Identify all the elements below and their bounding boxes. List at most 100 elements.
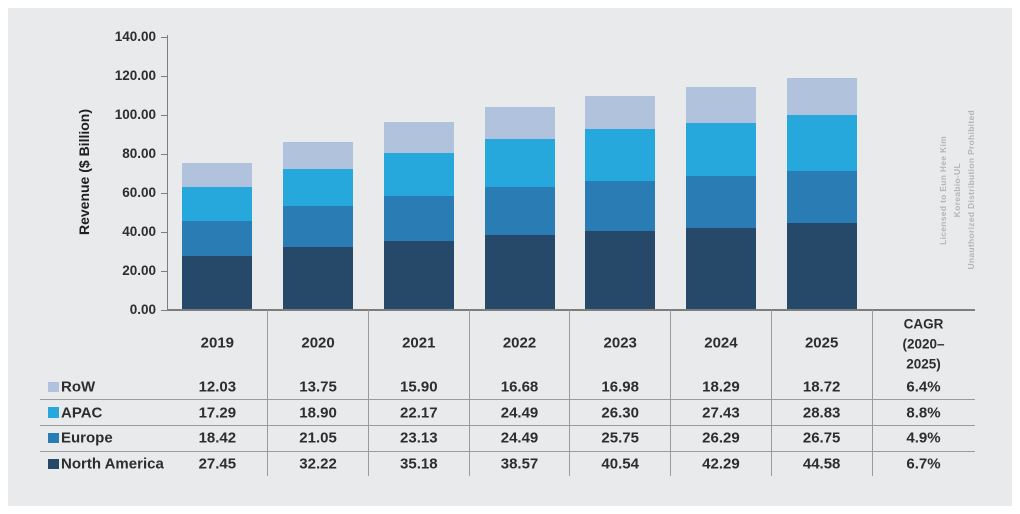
y-axis-tick xyxy=(161,114,167,116)
bar-segment-row-2024 xyxy=(685,87,756,123)
x-axis-label-2020: 2020 xyxy=(301,334,335,352)
table-value-north-america-2019: 27.45 xyxy=(198,455,237,473)
bar-segment-europe-2020 xyxy=(283,206,354,248)
table-value-north-america-2023: 40.54 xyxy=(601,455,639,473)
y-axis-line xyxy=(166,35,168,310)
bar-segment-north-america-2025 xyxy=(786,223,857,310)
table-value-north-america-2020: 32.22 xyxy=(299,455,337,473)
y-axis-tick xyxy=(161,231,167,233)
bar-segment-apac-2020 xyxy=(283,169,354,207)
bar-segment-row-2020 xyxy=(283,142,354,170)
cagr-column-header: (2020– xyxy=(902,336,945,352)
table-value-apac-2025: 28.83 xyxy=(802,404,841,421)
table-value-row-2019: 12.03 xyxy=(198,378,237,396)
table-value-apac-2024: 27.43 xyxy=(702,404,740,421)
y-axis-tick xyxy=(161,270,167,272)
table-value-apac-2022: 24.49 xyxy=(500,404,539,421)
y-axis-tick xyxy=(161,192,167,194)
y-axis-tick-label: 140.00 xyxy=(114,28,156,44)
x-axis-label-2023: 2023 xyxy=(603,334,637,352)
table-value-row-2025: 18.72 xyxy=(802,378,841,396)
watermark-line-2: Koreabio-UL xyxy=(952,162,962,218)
table-row-separator xyxy=(40,450,975,452)
bar-segment-europe-2021 xyxy=(383,196,454,242)
table-column-separator xyxy=(468,310,470,476)
table-row-separator xyxy=(40,425,975,426)
legend-swatch-north-america xyxy=(48,458,59,469)
table-row-separator xyxy=(40,398,975,400)
bar-segment-europe-2024 xyxy=(685,176,756,228)
table-value-apac-2020: 18.90 xyxy=(299,404,337,421)
table-value-row-2023: 16.98 xyxy=(601,378,639,396)
x-axis-label-2024: 2024 xyxy=(704,334,738,352)
legend-label-row: RoW xyxy=(61,378,96,396)
table-column-separator xyxy=(670,310,672,476)
table-value-north-america-2025: 44.58 xyxy=(802,455,841,473)
bar-segment-row-2019 xyxy=(182,163,253,187)
watermark-line-1: Licensed to Eun Hee Kim xyxy=(938,135,948,245)
bar-segment-europe-2022 xyxy=(484,187,555,235)
y-axis-tick-label: 80.00 xyxy=(122,145,156,161)
y-axis-tick xyxy=(161,36,167,38)
bar-segment-north-america-2023 xyxy=(585,230,656,310)
x-axis-line xyxy=(167,309,975,311)
y-axis-tick-label: 0.00 xyxy=(129,301,156,317)
bar-segment-row-2023 xyxy=(585,96,656,130)
table-value-apac-2023: 26.30 xyxy=(601,404,639,421)
bar-segment-europe-2023 xyxy=(585,180,656,231)
bar-segment-north-america-2021 xyxy=(383,241,454,310)
bar-segment-north-america-2022 xyxy=(484,234,555,310)
table-column-separator xyxy=(871,310,873,476)
bar-segment-north-america-2020 xyxy=(283,247,354,310)
table-column-separator xyxy=(267,310,269,476)
bar-segment-north-america-2019 xyxy=(182,256,253,310)
y-axis-tick xyxy=(161,153,167,155)
table-value-row-2020: 13.75 xyxy=(299,378,337,396)
bar-segment-apac-2024 xyxy=(685,122,756,177)
cagr-value-europe: 4.9% xyxy=(906,429,941,447)
x-axis-label-2021: 2021 xyxy=(402,334,436,352)
bar-segment-europe-2019 xyxy=(182,220,253,257)
y-axis-tick xyxy=(161,75,167,77)
table-value-north-america-2024: 42.29 xyxy=(702,455,740,473)
legend-label-apac: APAC xyxy=(61,404,103,421)
table-value-row-2022: 16.68 xyxy=(500,378,539,396)
x-axis-label-2019: 2019 xyxy=(200,334,235,352)
table-value-row-2024: 18.29 xyxy=(702,378,740,396)
table-value-europe-2020: 21.05 xyxy=(299,429,337,447)
table-value-apac-2021: 22.17 xyxy=(400,404,438,421)
table-column-separator xyxy=(770,310,772,476)
table-value-europe-2019: 18.42 xyxy=(198,429,237,447)
table-value-europe-2021: 23.13 xyxy=(400,429,438,447)
y-axis-tick-label: 60.00 xyxy=(122,184,156,200)
table-column-separator xyxy=(367,310,369,476)
watermark-line-3: Unauthorized Distribution Prohibited xyxy=(966,110,976,270)
cagr-value-row: 6.4% xyxy=(906,378,941,396)
bar-segment-apac-2022 xyxy=(484,139,555,188)
y-axis-tick-label: 40.00 xyxy=(122,223,156,239)
bar-segment-row-2025 xyxy=(786,78,857,115)
bar-segment-apac-2019 xyxy=(182,186,253,221)
table-value-row-2021: 15.90 xyxy=(400,378,438,396)
cagr-value-apac: 8.8% xyxy=(906,404,941,421)
legend-label-europe: Europe xyxy=(61,429,113,447)
bar-segment-apac-2023 xyxy=(585,129,656,181)
y-axis-tick-label: 120.00 xyxy=(114,67,156,83)
x-axis-label-2022: 2022 xyxy=(502,334,537,352)
table-value-europe-2025: 26.75 xyxy=(802,429,841,447)
x-axis-label-2025: 2025 xyxy=(804,334,839,352)
cagr-column-header: 2025) xyxy=(906,356,941,372)
table-value-europe-2023: 25.75 xyxy=(601,429,639,447)
legend-swatch-apac xyxy=(48,407,59,418)
bar-segment-apac-2021 xyxy=(383,153,454,197)
bar-segment-apac-2025 xyxy=(786,114,857,171)
bar-segment-row-2021 xyxy=(383,122,454,154)
table-column-separator xyxy=(569,310,571,476)
table-value-apac-2019: 17.29 xyxy=(198,404,237,421)
table-value-europe-2024: 26.29 xyxy=(702,429,740,447)
y-axis-tick xyxy=(161,309,167,311)
bar-segment-europe-2025 xyxy=(786,170,857,224)
legend-swatch-row xyxy=(48,381,59,392)
table-value-north-america-2022: 38.57 xyxy=(500,455,539,473)
license-watermark: Licensed to Eun Hee Kim Koreabio-UL Unau… xyxy=(926,78,988,302)
